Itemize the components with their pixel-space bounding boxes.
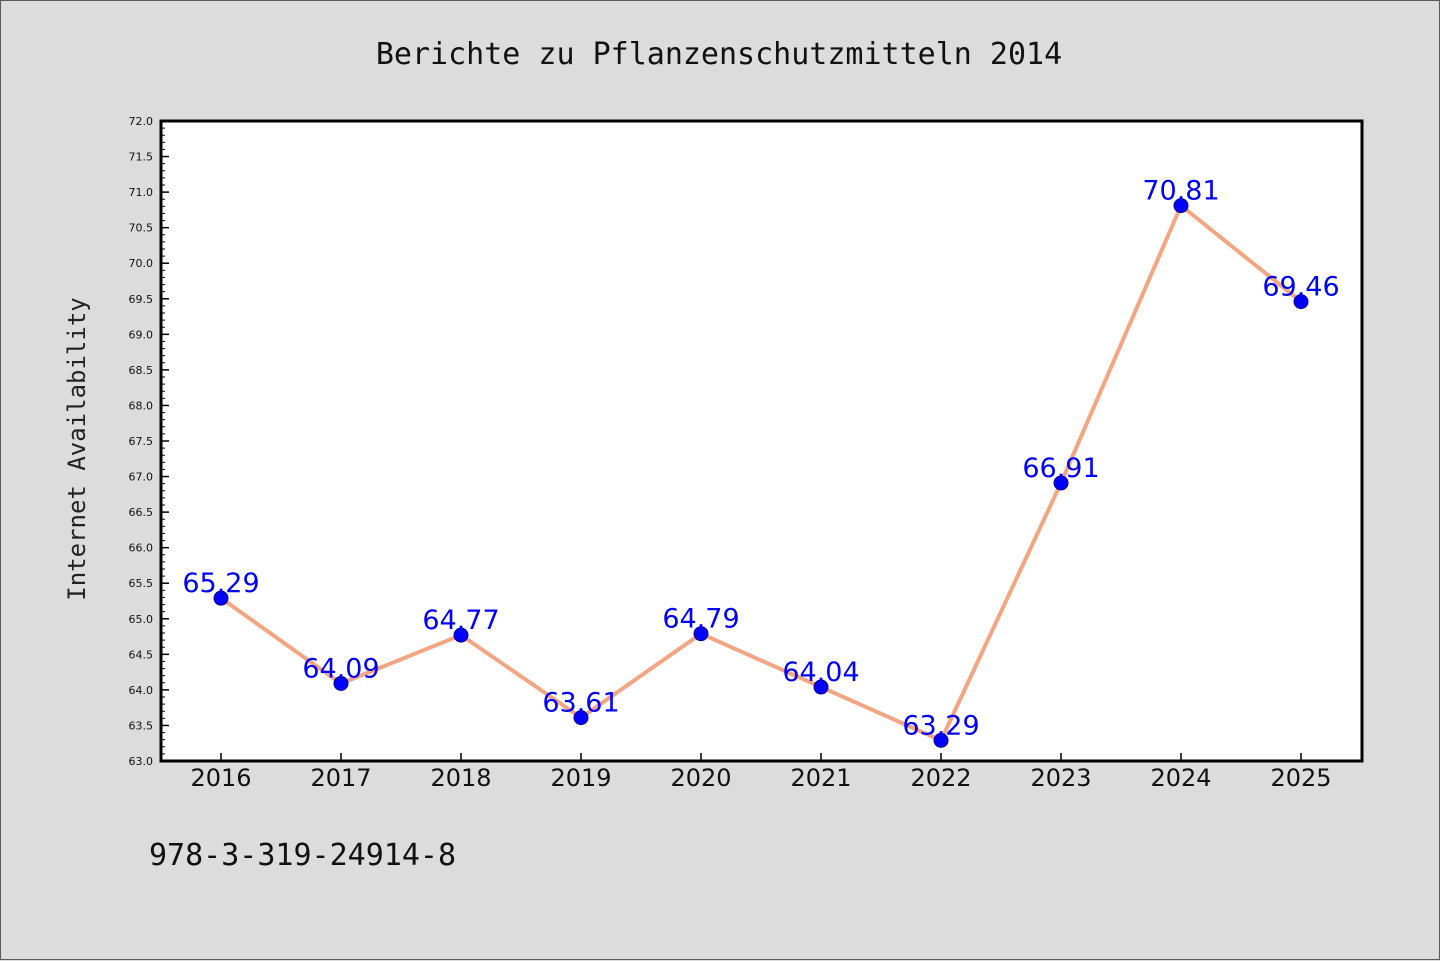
data-label: 64.09 — [302, 653, 379, 684]
x-tick-label: 2019 — [550, 764, 611, 792]
x-axis-ticks: 2016 2017 2018 2019 2020 2021 2022 2023 2024 2025 — [190, 753, 1332, 792]
y-tick-label: 64.0 — [129, 684, 154, 697]
x-tick-label: 2023 — [1030, 764, 1091, 792]
data-label: 70.81 — [1142, 176, 1219, 207]
x-tick-label: 2018 — [430, 764, 491, 792]
y-tick-label: 66.0 — [129, 542, 154, 555]
data-label: 63.29 — [902, 710, 979, 741]
isbn-footer: 978-3-319-24914-8 — [149, 838, 456, 873]
x-tick-label: 2024 — [1150, 764, 1211, 792]
data-label: 64.77 — [422, 605, 499, 636]
data-point — [573, 710, 589, 726]
x-tick-label: 2022 — [910, 764, 971, 792]
data-label: 64.04 — [782, 657, 859, 688]
data-label: 64.79 — [662, 604, 739, 635]
data-label: 63.61 — [542, 688, 619, 719]
data-point — [213, 590, 229, 606]
series-polyline — [219, 203, 1303, 743]
chart-title: Berichte zu Pflanzenschutzmitteln 2014 — [376, 37, 1062, 72]
y-tick-label: 65.0 — [129, 613, 154, 626]
y-tick-label: 68.0 — [129, 399, 154, 412]
data-point — [933, 732, 949, 748]
data-markers — [213, 198, 1309, 748]
data-point — [1173, 198, 1189, 214]
y-tick-label: 68.5 — [129, 364, 154, 377]
data-point — [333, 675, 349, 691]
series-line — [219, 203, 1303, 743]
x-tick-label: 2021 — [790, 764, 851, 792]
y-tick-label: 63.0 — [129, 755, 154, 768]
y-tick-label: 71.5 — [129, 151, 154, 164]
data-point — [813, 679, 829, 695]
y-tick-label: 66.5 — [129, 506, 154, 519]
y-tick-label: 72.0 — [129, 115, 154, 128]
y-tick-label: 63.5 — [129, 719, 154, 732]
x-tick-label: 2017 — [310, 764, 371, 792]
y-tick-label: 64.5 — [129, 648, 154, 661]
data-point — [1293, 294, 1309, 310]
y-tick-label: 70.5 — [129, 222, 154, 235]
data-label: 69.46 — [1262, 272, 1339, 303]
data-label: 65.29 — [182, 568, 259, 599]
y-tick-label: 67.5 — [129, 435, 154, 448]
data-point — [693, 626, 709, 642]
plot-area — [159, 119, 1364, 763]
y-axis-ticks: 63.0 63.5 64.0 64.5 65.0 65.5 66.0 66.5 67.0 67.5… — [129, 115, 169, 768]
data-point — [453, 627, 469, 643]
y-tick-label: 69.5 — [129, 293, 154, 306]
data-point — [1053, 475, 1069, 491]
y-tick-label: 70.0 — [129, 257, 154, 270]
x-tick-label: 2025 — [1270, 764, 1331, 792]
data-labels: 65.29 64.09 64.77 63.61 64.79 64.04 63.29 66.91… — [182, 176, 1339, 742]
x-tick-label: 2016 — [190, 764, 251, 792]
data-label: 66.91 — [1022, 453, 1099, 484]
y-tick-label: 67.0 — [129, 471, 154, 484]
y-tick-label: 65.5 — [129, 577, 154, 590]
x-tick-label: 2020 — [670, 764, 731, 792]
y-tick-label: 69.0 — [129, 328, 154, 341]
y-axis-label: Internet Availability — [63, 297, 91, 600]
y-tick-label: 71.0 — [129, 186, 154, 199]
